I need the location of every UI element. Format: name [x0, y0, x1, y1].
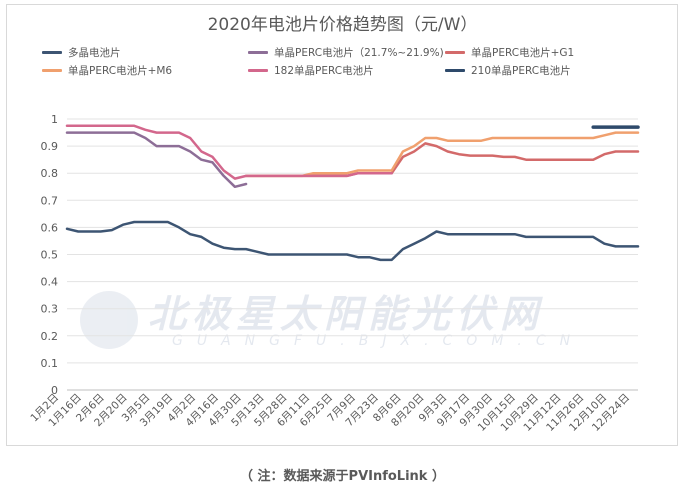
legend-item: 多晶电池片	[42, 45, 121, 60]
legend-label: 多晶电池片	[68, 47, 121, 59]
legend-label: 单晶PERC电池片+M6	[68, 65, 173, 77]
chart-title: 2020年电池片价格趋势图（元/W）	[207, 15, 478, 35]
legend-label: 182单晶PERC电池片	[274, 65, 374, 77]
y-tick-label: 0.6	[41, 221, 59, 234]
series-line-3	[244, 142, 640, 178]
y-tick-label: 0	[51, 384, 58, 397]
legend-swatch	[445, 51, 465, 54]
chart-legend: 多晶电池片 单晶PERC电池片（21.7%~21.9%) 单晶PERC电池片+G1 单…	[0, 0, 685, 100]
legend-swatch	[248, 51, 268, 54]
y-tick-label: 0.2	[41, 330, 59, 343]
legend-label: 单晶PERC电池片（21.7%~21.9%)	[274, 47, 444, 59]
legend-label: 单晶PERC电池片+G1	[471, 47, 575, 59]
legend-swatch	[42, 51, 62, 54]
series-line-4	[244, 131, 640, 178]
chart-frame	[6, 4, 678, 446]
y-tick-label: 1	[51, 113, 58, 126]
legend-item: 210单晶PERC电池片	[445, 63, 571, 78]
y-tick-label: 0.9	[41, 140, 59, 153]
legend-item: 单晶PERC电池片（21.7%~21.9%)	[248, 45, 444, 60]
legend-swatch	[445, 69, 465, 72]
y-tick-label: 0.8	[41, 167, 59, 180]
y-tick-label: 0.4	[41, 276, 59, 289]
y-tick-label: 0.7	[41, 194, 59, 207]
series-line-2	[65, 131, 248, 189]
legend-item: 单晶PERC电池片+M6	[42, 63, 172, 78]
legend-item: 单晶PERC电池片+G1	[445, 45, 574, 60]
footnote: （ 注：数据来源于PVInfoLink ）	[240, 469, 445, 484]
legend-swatch	[248, 69, 268, 72]
legend-swatch	[42, 69, 62, 72]
y-tick-label: 0.5	[41, 249, 59, 262]
series-line-5	[65, 124, 393, 180]
y-tick-label: 0.1	[41, 357, 59, 370]
y-tick-label: 0.3	[41, 303, 59, 316]
series-line-1	[65, 220, 640, 262]
legend-label: 210单晶PERC电池片	[471, 65, 571, 77]
legend-item: 182单晶PERC电池片	[248, 63, 374, 78]
